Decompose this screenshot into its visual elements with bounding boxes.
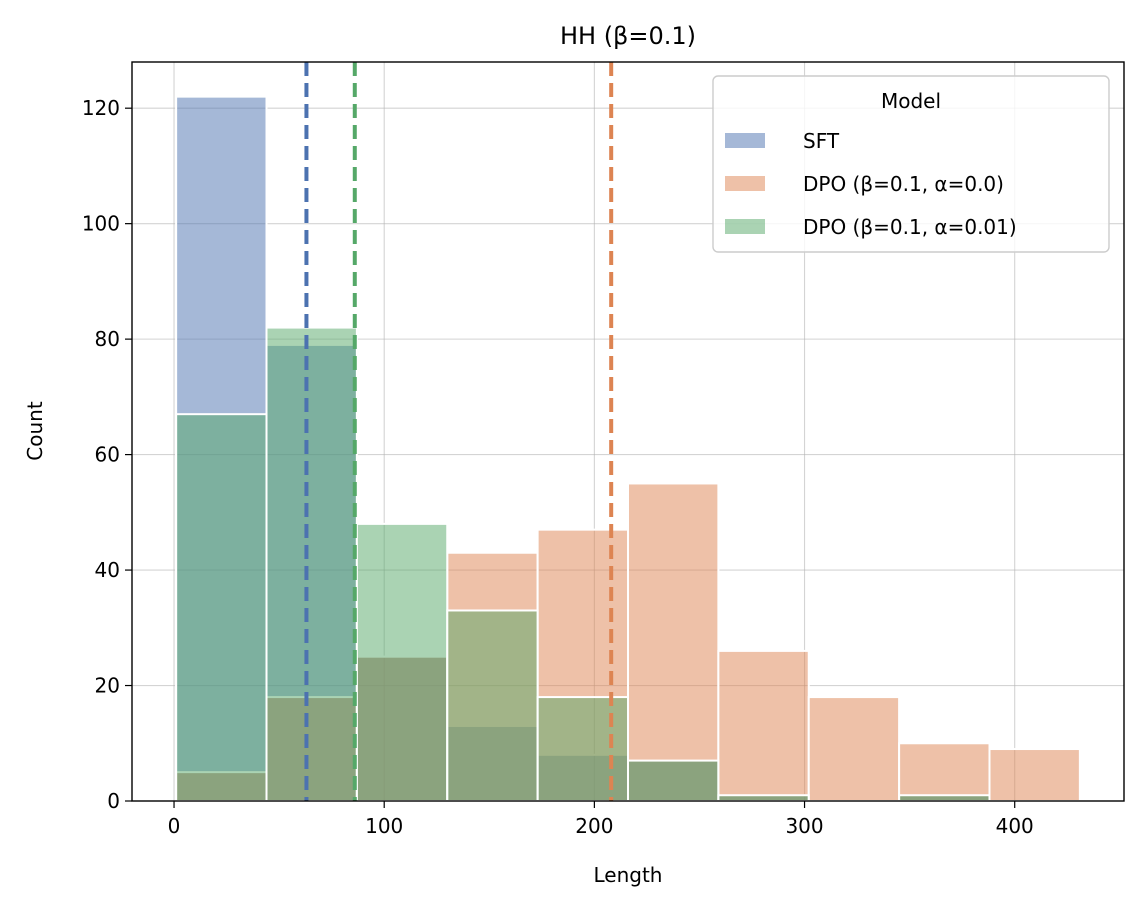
histogram-bar-series-2: [265, 326, 358, 802]
y-tick-label: 100: [82, 212, 120, 236]
legend-swatch-dpo-alpha-0: [725, 176, 765, 191]
legend-box: [712, 75, 1110, 253]
y-tick-label: 80: [95, 327, 120, 351]
x-tick-label: 400: [996, 814, 1034, 838]
y-tick-label: 60: [95, 443, 120, 467]
histogram-bar-series-1: [988, 748, 1081, 802]
x-tick-label: 100: [365, 814, 403, 838]
y-tick-label: 120: [82, 96, 120, 120]
x-tick-label: 300: [785, 814, 823, 838]
histogram-bar-series-1: [717, 649, 810, 802]
plot-frame: [131, 61, 1125, 802]
x-tick-label: 0: [168, 814, 181, 838]
legend: Model SFT DPO (β=0.1, α=0.0) DPO (β=0.1,…: [712, 75, 1110, 253]
bars-layer: [175, 95, 1081, 802]
y-tick-label: 20: [95, 674, 120, 698]
histogram-bar-series-1: [807, 696, 901, 802]
mean-lines-layer: [304, 62, 614, 801]
histogram-bar-series-2: [627, 759, 720, 802]
legend-label-sft: SFT: [803, 129, 840, 153]
chart-title: HH (β=0.1): [560, 22, 696, 50]
ticks-layer: 0 100 200 300 400 0 20 40 60 80 100 120: [82, 96, 1034, 838]
y-tick-label: 0: [107, 789, 120, 813]
legend-label-dpo-alpha-0: DPO (β=0.1, α=0.0): [803, 172, 1004, 196]
legend-label-dpo-alpha-001: DPO (β=0.1, α=0.01): [803, 215, 1017, 239]
histogram-bar-series-2: [446, 609, 539, 802]
histogram-bar-series-2: [717, 794, 810, 802]
legend-swatch-dpo-alpha-001: [725, 219, 765, 234]
histogram-bar-series-1: [627, 482, 720, 802]
x-tick-label: 200: [575, 814, 613, 838]
histogram-bar-series-2: [536, 696, 630, 802]
y-tick-label: 40: [95, 558, 120, 582]
x-axis-label: Length: [594, 863, 663, 887]
legend-swatch-sft: [725, 133, 765, 148]
histogram-bar-series-1: [898, 742, 991, 802]
histogram-bar-series-2: [898, 794, 991, 802]
legend-title: Model: [881, 89, 941, 113]
y-axis-label: Count: [23, 401, 47, 461]
histogram-bar-series-2: [355, 522, 449, 802]
histogram-bar-series-2: [175, 413, 268, 802]
